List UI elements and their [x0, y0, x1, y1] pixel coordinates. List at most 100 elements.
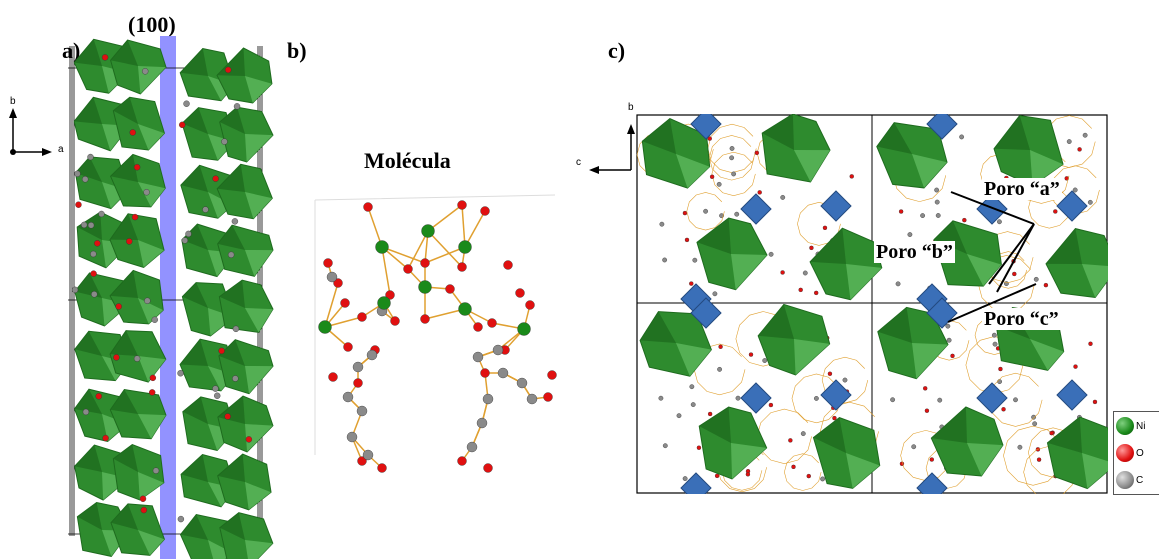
octahedron — [933, 220, 1002, 287]
legend-label-ni: Ni — [1136, 420, 1146, 432]
oxygen-atom — [1073, 364, 1078, 369]
oxygen-atom — [788, 438, 793, 443]
oxygen-atom — [227, 251, 235, 259]
bond — [461, 204, 466, 248]
ni-ball-icon — [1116, 417, 1134, 435]
o-ball-icon — [1116, 444, 1134, 462]
carbon-atom — [813, 396, 819, 401]
oxygen-atom — [1092, 399, 1098, 405]
carbon-atom — [71, 286, 79, 294]
nickel-atom — [421, 224, 435, 238]
axis-arrows-c — [589, 124, 635, 174]
tetrahedron — [690, 297, 722, 329]
carbon-atom — [1066, 139, 1072, 144]
octahedron — [639, 311, 712, 377]
carbon-atom — [231, 218, 239, 225]
oxygen-atom — [480, 368, 490, 378]
ring-bond — [784, 453, 822, 491]
oxygen-atom — [353, 378, 363, 388]
bond — [464, 210, 486, 248]
c-ball-icon — [1116, 471, 1134, 489]
axis-a-label-a: a — [58, 144, 64, 155]
oxygen-atom — [791, 464, 796, 470]
oxygen-atom — [224, 413, 231, 420]
oxygen-atom — [390, 316, 400, 326]
molecule-title: Molécula — [364, 148, 451, 173]
octahedron — [218, 339, 274, 395]
legend-item-c: C — [1116, 468, 1143, 492]
carbon-atom — [762, 358, 768, 363]
carbon-atom — [75, 201, 82, 208]
carbon-atom — [326, 271, 338, 283]
oxygen-atom — [780, 270, 785, 275]
oxygen-atom — [547, 370, 557, 380]
carbon-atom — [945, 323, 951, 329]
oxygen-atom — [503, 260, 513, 270]
tetrahedron — [740, 193, 772, 225]
octahedron — [110, 39, 167, 95]
octahedron — [219, 512, 274, 559]
carbon-atom — [98, 210, 105, 218]
carbon-atom — [221, 138, 228, 145]
octahedron — [73, 38, 130, 94]
oxygen-atom — [212, 385, 219, 392]
octahedron — [109, 269, 164, 325]
carbon-atom — [820, 476, 826, 482]
oxygen-atom — [718, 344, 723, 349]
octahedron — [876, 122, 948, 189]
oxygen-atom — [487, 318, 497, 328]
carbon-atom — [729, 146, 735, 151]
carbon-atom — [658, 395, 664, 401]
oxygen-atom — [420, 258, 430, 268]
carbon-atom — [115, 303, 122, 310]
oxygen-atom — [689, 281, 694, 286]
oxygen-atom — [82, 176, 89, 183]
carbon-atom — [659, 221, 665, 227]
octahedron — [696, 217, 768, 291]
carbon-atom — [890, 397, 896, 403]
carbon-atom — [342, 391, 354, 403]
nickel-atom — [418, 280, 432, 294]
octahedron — [217, 224, 274, 277]
octahedron — [877, 306, 949, 380]
carbon-atom — [516, 377, 528, 389]
carbon-atom — [802, 270, 808, 276]
carbon-atom — [768, 251, 774, 257]
oxygen-atom — [754, 150, 760, 156]
carbon-atom — [907, 232, 913, 237]
carbon-atom — [946, 337, 952, 343]
bond — [381, 246, 391, 296]
carbon-atom — [935, 213, 941, 218]
carbon-atom — [662, 257, 668, 263]
oxygen-atom — [94, 240, 101, 247]
oxygen-atom — [709, 174, 715, 180]
oxygen-atom — [923, 386, 928, 391]
oxygen-atom — [483, 463, 493, 473]
legend-item-o: O — [1116, 441, 1144, 465]
carbon-atom — [362, 449, 374, 461]
carbon-atom — [959, 134, 965, 140]
oxygen-atom — [827, 371, 833, 376]
oxygen-atom — [1001, 407, 1006, 412]
carbon-atom — [233, 103, 241, 110]
element-legend: Ni O C — [1113, 411, 1159, 495]
nickel-atom — [517, 322, 531, 336]
tetrahedron — [740, 382, 772, 414]
carbon-atom — [224, 66, 232, 74]
carbon-atom — [482, 393, 494, 405]
octahedron — [930, 406, 1004, 477]
carbon-atom — [352, 361, 364, 373]
carbon-atom — [212, 175, 219, 182]
tetrahedron — [976, 382, 1008, 414]
carbon-atom — [1032, 421, 1038, 427]
oxygen-atom — [445, 284, 455, 294]
oxygen-atom — [139, 495, 147, 502]
nickel-atom — [318, 320, 332, 334]
carbon-atom — [218, 347, 225, 355]
ring-bond — [709, 135, 755, 181]
tetrahedron — [820, 190, 852, 222]
carbon-atom — [692, 257, 698, 263]
axis-c-label-c: c — [576, 157, 581, 168]
cell-outline — [314, 194, 556, 455]
octahedron — [112, 444, 165, 501]
